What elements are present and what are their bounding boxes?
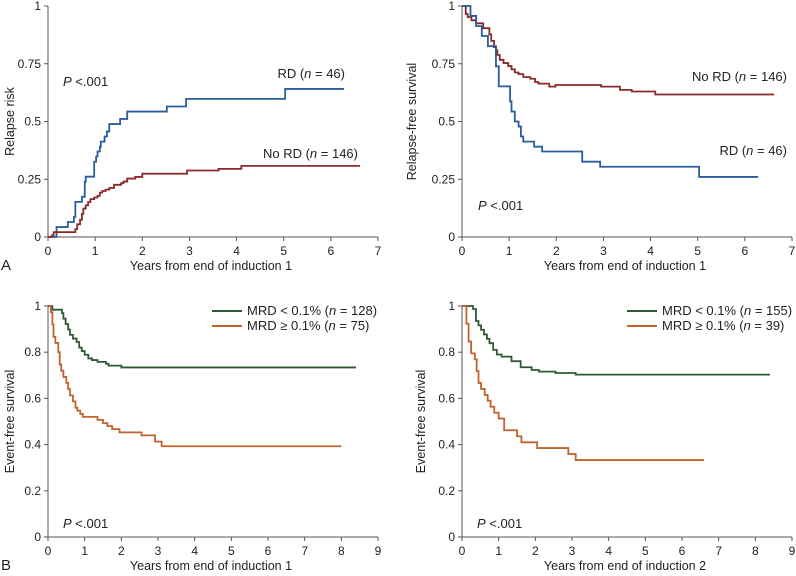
x-tick-label: 7 — [301, 544, 308, 558]
x-axis-label: Years from end of induction 1 — [130, 259, 292, 273]
x-tick-label: 3 — [186, 244, 193, 258]
x-tick-label: 5 — [228, 544, 235, 558]
series-label: RD (n = 46) — [277, 66, 345, 81]
x-tick-label: 6 — [679, 544, 686, 558]
y-tick-label: 0.8 — [24, 345, 41, 359]
legend-label: MRD ≥ 0.1% (n = 75) — [247, 318, 369, 333]
x-tick-label: 3 — [569, 544, 576, 558]
p-value-annotation: P <.001 — [477, 516, 522, 531]
x-tick-label: 2 — [118, 544, 125, 558]
x-tick-label: 1 — [92, 244, 99, 258]
y-axis-label: Event-free survival — [3, 370, 17, 474]
x-tick-label: 2 — [139, 244, 146, 258]
y-tick-label: 0.25 — [432, 172, 456, 186]
x-axis-label: Years from end of induction 1 — [130, 559, 292, 573]
y-tick-label: 0.6 — [24, 391, 41, 405]
x-tick-label: 6 — [742, 244, 749, 258]
chart-panel-A-right: 0 1 2 3 4 5 6 7 0 0.25 0.5 0.75 1 Years from end of i… — [405, 0, 796, 273]
y-tick-label: 0.4 — [24, 438, 41, 452]
y-tick-label: 1 — [34, 0, 41, 13]
x-tick-label: 4 — [233, 244, 240, 258]
y-tick-label: 0 — [448, 530, 455, 544]
x-tick-label: 5 — [694, 244, 701, 258]
y-tick-label: 0.5 — [24, 115, 41, 129]
x-tick-label: 7 — [789, 244, 796, 258]
x-tick-label: 0 — [459, 244, 466, 258]
series-curve-mrd-0-1- — [462, 305, 704, 461]
y-tick-label: 0.2 — [24, 484, 41, 498]
x-axis-label: Years from end of induction 1 — [544, 259, 706, 273]
series-label: RD (n = 46) — [719, 143, 787, 158]
chart-panel-A-left: 0 1 2 3 4 5 6 7 0 0.25 0.5 0.75 1 Years from end of i… — [1, 0, 382, 274]
x-tick-label: 8 — [338, 544, 345, 558]
x-tick-label: 4 — [605, 544, 612, 558]
series-label: No RD (n = 146) — [692, 69, 787, 84]
y-tick-label: 1 — [448, 0, 455, 13]
y-tick-label: 0.8 — [438, 345, 455, 359]
y-tick-label: 0.5 — [438, 115, 455, 129]
x-tick-label: 4 — [191, 544, 198, 558]
y-tick-label: 1 — [448, 299, 455, 313]
x-tick-label: 1 — [495, 544, 502, 558]
x-tick-label: 5 — [280, 244, 287, 258]
y-tick-label: 1 — [34, 299, 41, 313]
x-tick-label: 7 — [375, 244, 382, 258]
series-curve-no-rd — [462, 5, 775, 96]
series-curve-rd — [48, 88, 345, 238]
y-axis-label: Relapse risk — [3, 86, 17, 156]
y-tick-label: 0.75 — [432, 57, 456, 71]
y-tick-label: 0.4 — [438, 438, 455, 452]
p-value-annotation: P <.001 — [63, 74, 108, 89]
chart-panel-B-left: 0 1 2 3 4 5 6 7 8 9 0 0.2 0.4 0.6 0.8 1 Years from end o… — [1, 299, 382, 574]
y-tick-label: 0.2 — [438, 484, 455, 498]
series-curve-mrd-0-1- — [48, 305, 342, 448]
x-tick-label: 5 — [642, 544, 649, 558]
series-curve-no-rd — [48, 164, 361, 238]
x-tick-label: 0 — [45, 244, 52, 258]
series-curve-mrd-0-1- — [48, 305, 356, 369]
x-tick-label: 0 — [459, 544, 466, 558]
p-value-annotation: P <.001 — [63, 516, 108, 531]
x-tick-label: 9 — [375, 544, 382, 558]
y-axis-label: Relapse-free survival — [405, 63, 419, 180]
x-tick-label: 4 — [647, 244, 654, 258]
x-tick-label: 1 — [81, 544, 88, 558]
x-tick-label: 2 — [532, 544, 539, 558]
x-tick-label: 3 — [155, 544, 162, 558]
series-curve-mrd-0-1- — [462, 305, 770, 376]
y-axis-label: Event-free survival — [414, 370, 428, 474]
series-label: No RD (n = 146) — [263, 146, 358, 161]
x-tick-label: 2 — [553, 244, 560, 258]
p-value-annotation: P <.001 — [478, 198, 523, 213]
x-tick-label: 9 — [789, 544, 796, 558]
y-tick-label: 0.6 — [438, 391, 455, 405]
panel-letter: B — [1, 557, 11, 574]
legend-label: MRD ≥ 0.1% (n = 39) — [662, 318, 784, 333]
x-tick-label: 8 — [752, 544, 759, 558]
y-tick-label: 0.75 — [18, 57, 42, 71]
x-tick-label: 6 — [265, 544, 272, 558]
series-curve-rd — [462, 5, 759, 178]
y-tick-label: 0 — [34, 530, 41, 544]
x-tick-label: 6 — [328, 244, 335, 258]
legend-label: MRD < 0.1% (n = 128) — [247, 303, 377, 318]
y-tick-label: 0 — [448, 230, 455, 244]
chart-panel-B-right: 0 1 2 3 4 5 6 7 8 9 0 0.2 0.4 0.6 0.8 1 Years from end o… — [414, 299, 796, 573]
y-tick-label: 0 — [34, 230, 41, 244]
y-tick-label: 0.25 — [18, 172, 42, 186]
x-tick-label: 0 — [45, 544, 52, 558]
x-tick-label: 7 — [715, 544, 722, 558]
legend-label: MRD < 0.1% (n = 155) — [662, 303, 792, 318]
x-axis-label: Years from end of induction 2 — [544, 559, 706, 573]
panel-letter: A — [1, 257, 11, 274]
x-tick-label: 3 — [600, 244, 607, 258]
x-tick-label: 1 — [506, 244, 513, 258]
